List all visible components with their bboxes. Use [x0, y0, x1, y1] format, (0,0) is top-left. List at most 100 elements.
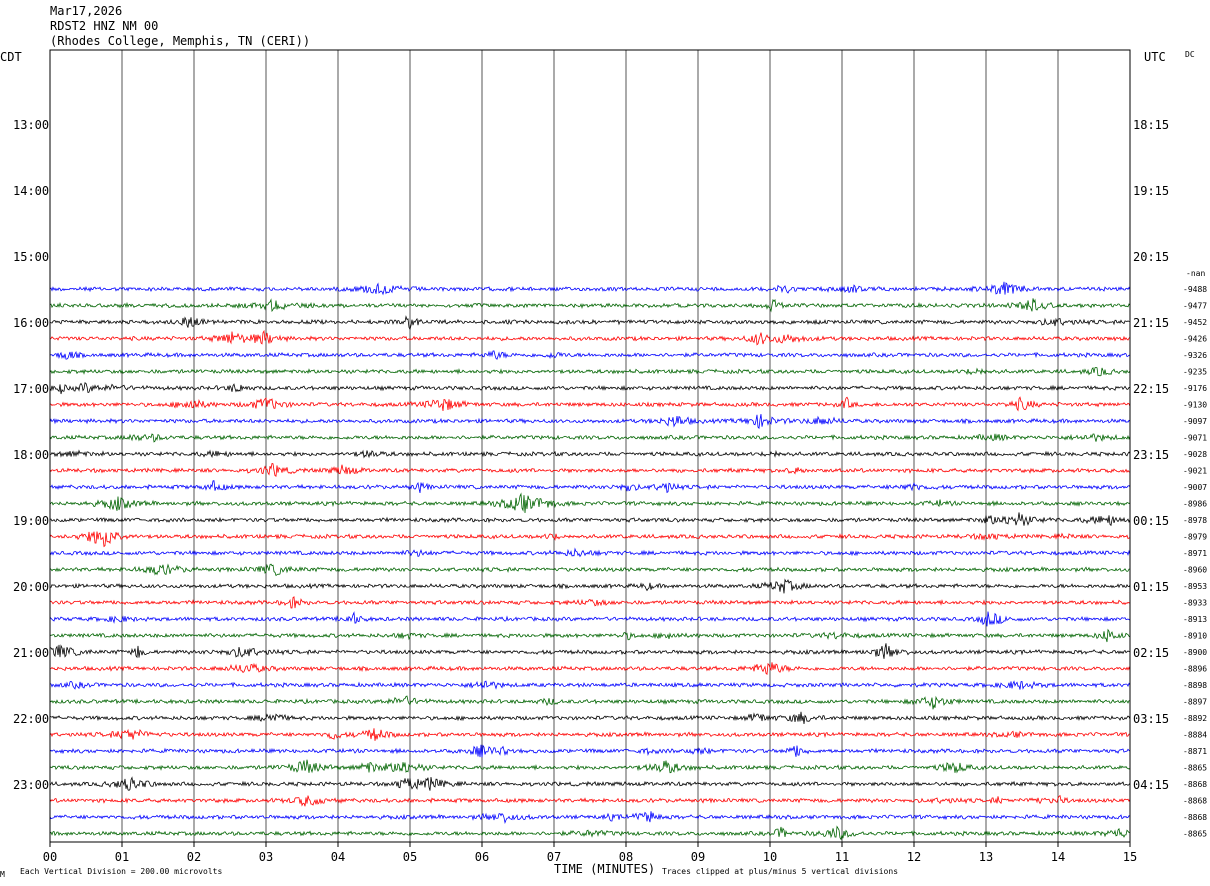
trace-offset-label: -nan	[1186, 269, 1205, 278]
left-hour-label: 13:00	[13, 118, 49, 132]
trace-offset-label: -8933	[1183, 599, 1207, 608]
dc-label: DC	[1185, 50, 1195, 59]
left-hour-label: 21:00	[13, 646, 49, 660]
trace-offset-label: -9477	[1183, 302, 1207, 311]
x-tick-label: 01	[115, 850, 129, 864]
right-hour-label: 04:15	[1133, 778, 1169, 792]
x-tick-label: 09	[691, 850, 705, 864]
left-hour-label: 15:00	[13, 250, 49, 264]
right-hour-label: 22:15	[1133, 382, 1169, 396]
x-tick-label: 13	[979, 850, 993, 864]
trace-offset-label: -9097	[1183, 417, 1207, 426]
trace-offset-label: -9028	[1183, 450, 1207, 459]
trace-offset-label: -9452	[1183, 318, 1207, 327]
corner-mark: M	[0, 870, 5, 879]
x-tick-label: 14	[1051, 850, 1065, 864]
seismic-trace	[49, 794, 1131, 807]
seismic-trace	[49, 315, 1131, 331]
left-timezone-label: CDT	[0, 50, 22, 64]
trace-offset-label: -8913	[1183, 615, 1207, 624]
x-tick-label: 12	[907, 850, 921, 864]
right-hour-label: 00:15	[1133, 514, 1169, 528]
x-tick-label: 11	[835, 850, 849, 864]
seismic-trace	[49, 531, 1131, 548]
trace-offset-label: -9488	[1183, 285, 1207, 294]
trace-offset-label: -9071	[1183, 434, 1207, 443]
header-date: Mar17,2026	[50, 4, 123, 18]
seismic-trace	[49, 382, 1131, 395]
x-tick-label: 08	[619, 850, 633, 864]
right-hour-label: 18:15	[1133, 118, 1169, 132]
trace-offset-label: -8897	[1183, 698, 1207, 707]
x-tick-label: 02	[187, 850, 201, 864]
seismic-trace	[49, 578, 1131, 594]
seismic-trace	[49, 662, 1131, 675]
clip-note: Traces clipped at plus/minus 5 vertical …	[662, 867, 898, 876]
seismic-trace	[49, 298, 1131, 313]
left-hour-label: 23:00	[13, 778, 49, 792]
seismic-trace	[49, 449, 1131, 459]
seismic-trace	[49, 350, 1131, 360]
right-hour-label: 19:15	[1133, 184, 1169, 198]
seismic-trace	[49, 628, 1131, 643]
seismic-trace	[49, 695, 1131, 710]
seismic-trace	[49, 547, 1131, 558]
seismic-trace	[49, 480, 1131, 494]
seismic-trace	[49, 596, 1131, 609]
seismic-trace	[49, 825, 1131, 841]
trace-offset-label: -9326	[1183, 351, 1207, 360]
left-hour-label: 19:00	[13, 514, 49, 528]
left-hour-label: 17:00	[13, 382, 49, 396]
x-tick-label: 03	[259, 850, 273, 864]
trace-offset-label: -8971	[1183, 549, 1207, 558]
scale-note: Each Vertical Division = 200.00 microvol…	[20, 867, 222, 876]
right-timezone-label: UTC	[1144, 50, 1166, 64]
right-hour-label: 03:15	[1133, 712, 1169, 726]
seismic-trace	[49, 711, 1131, 724]
trace-offset-label: -8868	[1183, 813, 1207, 822]
x-tick-label: 06	[475, 850, 489, 864]
trace-offset-label: -9130	[1183, 401, 1207, 410]
seismic-trace	[49, 776, 1131, 791]
trace-offset-label: -9426	[1183, 335, 1207, 344]
trace-offset-label: -9021	[1183, 467, 1207, 476]
seismic-trace	[49, 433, 1131, 443]
seismic-trace	[49, 611, 1131, 627]
x-tick-label: 05	[403, 850, 417, 864]
trace-offset-label: -8986	[1183, 500, 1207, 509]
x-tick-label: 15	[1123, 850, 1137, 864]
seismic-trace	[49, 492, 1131, 514]
seismic-trace	[49, 463, 1131, 477]
left-hour-label: 22:00	[13, 712, 49, 726]
right-hour-label: 20:15	[1133, 250, 1169, 264]
seismic-trace	[49, 744, 1131, 758]
trace-offset-label: -8953	[1183, 582, 1207, 591]
trace-group	[49, 281, 1131, 841]
trace-offset-label: -8978	[1183, 516, 1207, 525]
trace-offset-label: -8900	[1183, 648, 1207, 657]
seismic-trace	[49, 396, 1131, 412]
trace-offset-label: -8871	[1183, 747, 1207, 756]
plot-axes: 00 01 02 03 04 05 06 07 08 09 10 11 12 13 14 15 13:00 18:…	[13, 49, 1207, 864]
left-hour-label: 20:00	[13, 580, 49, 594]
right-hour-label: 02:15	[1133, 646, 1169, 660]
left-hour-label: 16:00	[13, 316, 49, 330]
seismic-trace	[49, 759, 1131, 774]
seismic-trace	[49, 811, 1131, 825]
seismic-trace	[49, 414, 1131, 430]
header-location: (Rhodes College, Memphis, TN (CERI))	[50, 34, 311, 48]
x-tick-label: 04	[331, 850, 345, 864]
trace-offset-label: -8865	[1183, 830, 1207, 839]
trace-offset-label: -8898	[1183, 681, 1207, 690]
x-tick-label: 07	[547, 850, 561, 864]
right-hour-label: 23:15	[1133, 448, 1169, 462]
trace-offset-label: -8884	[1183, 731, 1207, 740]
seismic-trace	[49, 643, 1131, 659]
left-hour-label: 18:00	[13, 448, 49, 462]
header-station: RDST2 HNZ NM 00	[50, 19, 159, 33]
seismic-trace	[49, 329, 1131, 346]
trace-offset-label: -9176	[1183, 384, 1207, 393]
right-hour-label: 01:15	[1133, 580, 1169, 594]
trace-offset-label: -8910	[1183, 632, 1207, 641]
